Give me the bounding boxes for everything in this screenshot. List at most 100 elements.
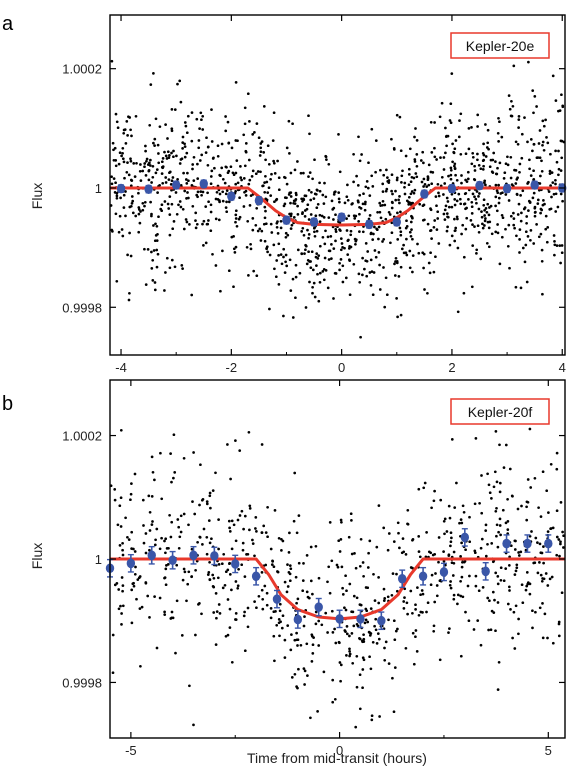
raw-flux-point (182, 456, 186, 460)
raw-flux-point (144, 532, 148, 535)
raw-flux-point (167, 178, 171, 181)
panel-a-y-axis-title: Flux (29, 183, 45, 209)
raw-flux-point (488, 491, 492, 495)
raw-flux-point (480, 210, 483, 213)
raw-flux-point (183, 142, 186, 146)
binned-marker (475, 180, 484, 191)
raw-flux-point (559, 501, 563, 504)
raw-flux-point (114, 112, 118, 116)
raw-flux-point (232, 247, 236, 251)
raw-flux-point (532, 111, 535, 115)
raw-flux-point (398, 115, 402, 119)
raw-flux-point (400, 174, 404, 178)
raw-flux-point (276, 220, 279, 223)
raw-flux-point (377, 504, 381, 507)
raw-flux-point (164, 154, 168, 158)
raw-flux-point (395, 297, 398, 300)
binned-flux-point (335, 609, 344, 629)
raw-flux-point (421, 218, 425, 222)
raw-flux-point (414, 635, 417, 639)
raw-flux-point (410, 214, 413, 218)
raw-flux-point (449, 531, 453, 535)
raw-flux-point (306, 595, 310, 599)
raw-flux-point (522, 207, 526, 211)
raw-flux-point (307, 218, 311, 221)
raw-flux-point (517, 551, 520, 554)
raw-flux-point (539, 211, 542, 215)
raw-flux-point (529, 174, 533, 177)
raw-flux-point (334, 228, 338, 231)
raw-flux-point (471, 244, 475, 247)
raw-flux-point (387, 210, 391, 214)
raw-flux-point (233, 251, 237, 254)
raw-flux-point (277, 618, 281, 621)
raw-flux-point (331, 208, 335, 211)
raw-flux-point (289, 195, 293, 198)
raw-flux-point (143, 165, 146, 169)
raw-flux-point (382, 237, 386, 241)
raw-flux-point (517, 126, 520, 129)
raw-flux-point (121, 604, 125, 608)
raw-flux-point (160, 536, 163, 540)
raw-flux-point (282, 314, 285, 318)
raw-flux-point (459, 152, 463, 156)
binned-flux-point (210, 546, 219, 566)
raw-flux-point (544, 118, 547, 122)
raw-flux-point (180, 264, 184, 267)
raw-flux-point (527, 60, 530, 64)
raw-flux-point (449, 540, 453, 544)
raw-flux-point (414, 603, 417, 607)
raw-flux-point (407, 173, 411, 176)
raw-flux-point (406, 522, 410, 526)
raw-flux-point (535, 156, 539, 160)
raw-flux-point (370, 714, 374, 718)
raw-flux-point (226, 598, 230, 601)
raw-flux-point (278, 602, 282, 606)
raw-flux-point (411, 631, 415, 635)
raw-flux-point (372, 572, 375, 576)
raw-flux-point (494, 571, 498, 575)
raw-flux-point (178, 200, 182, 203)
raw-flux-point (433, 552, 437, 556)
raw-flux-point (152, 249, 156, 252)
raw-flux-point (291, 316, 295, 319)
raw-flux-point (383, 203, 387, 207)
raw-flux-point (557, 538, 561, 541)
raw-flux-point (387, 532, 391, 535)
raw-flux-point (205, 535, 209, 539)
raw-flux-point (490, 497, 493, 500)
raw-flux-point (443, 218, 447, 221)
raw-flux-point (199, 111, 203, 115)
raw-flux-point (557, 634, 561, 638)
raw-flux-point (126, 134, 129, 137)
raw-flux-point (218, 192, 222, 196)
raw-flux-point (165, 256, 169, 260)
raw-flux-point (161, 165, 165, 168)
raw-flux-point (201, 114, 205, 118)
raw-flux-point (508, 266, 511, 270)
raw-flux-point (237, 217, 241, 221)
raw-flux-point (167, 207, 171, 210)
raw-flux-point (427, 183, 431, 187)
raw-flux-point (200, 153, 204, 157)
raw-flux-point (478, 501, 481, 505)
raw-flux-point (384, 276, 388, 280)
raw-flux-point (230, 660, 234, 664)
raw-flux-point (460, 232, 463, 236)
raw-flux-point (532, 191, 536, 195)
raw-flux-point (181, 147, 184, 150)
raw-flux-point (535, 105, 538, 108)
raw-flux-point (450, 561, 454, 565)
raw-flux-point (245, 553, 248, 556)
raw-flux-point (364, 586, 368, 589)
raw-flux-point (274, 275, 278, 279)
raw-flux-point (508, 589, 511, 592)
raw-flux-point (384, 217, 388, 221)
raw-flux-point (234, 190, 237, 193)
raw-flux-point (409, 192, 413, 196)
binned-marker (439, 567, 449, 577)
raw-flux-point (157, 161, 161, 165)
raw-flux-point (352, 262, 356, 266)
raw-flux-point (394, 256, 398, 260)
